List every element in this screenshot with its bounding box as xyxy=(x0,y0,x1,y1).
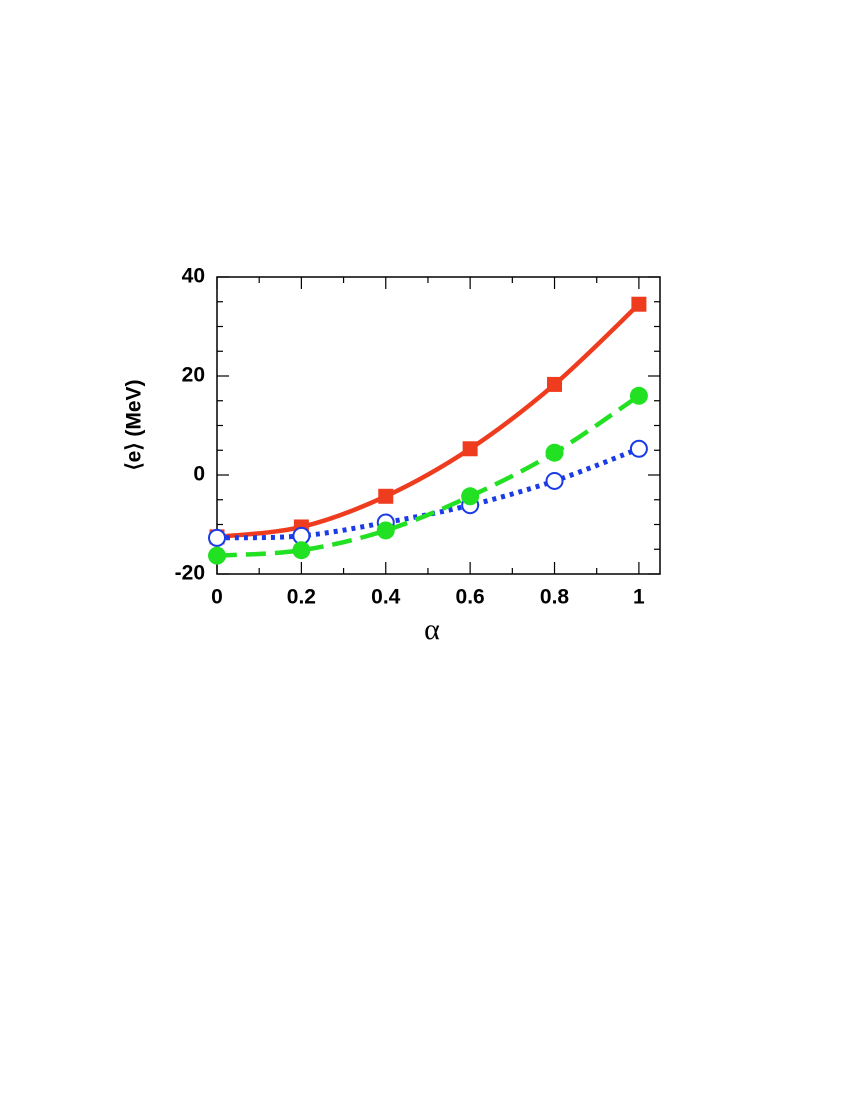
marker xyxy=(292,541,311,560)
x-tick-label: 0.8 xyxy=(540,586,570,609)
marker xyxy=(208,546,226,565)
marker xyxy=(378,488,394,504)
marker xyxy=(545,443,564,462)
marker xyxy=(547,376,563,392)
y-tick-label: 0 xyxy=(193,463,205,486)
x-tick-label: 0 xyxy=(211,586,223,609)
series-line xyxy=(216,302,641,540)
x-axis-label: α xyxy=(424,613,440,646)
marker xyxy=(631,296,647,312)
y-tick-label: -20 xyxy=(175,562,205,585)
series-line xyxy=(216,446,640,541)
x-tick-label: 1 xyxy=(633,586,645,609)
x-tick-label: 0.4 xyxy=(371,586,401,609)
x-tick-label: 0.2 xyxy=(287,586,316,609)
y-tick-label: 20 xyxy=(182,364,205,387)
marker xyxy=(462,441,478,457)
marker xyxy=(208,528,226,547)
x-tick-label: 0.6 xyxy=(456,586,485,609)
y-tick-label: 40 xyxy=(182,265,205,288)
marker xyxy=(461,487,480,506)
marker xyxy=(629,439,648,458)
y-axis-label: ⟨e⟩ (MeV) xyxy=(123,379,146,470)
marker xyxy=(545,471,564,490)
marker xyxy=(376,521,395,540)
marker xyxy=(629,386,648,405)
